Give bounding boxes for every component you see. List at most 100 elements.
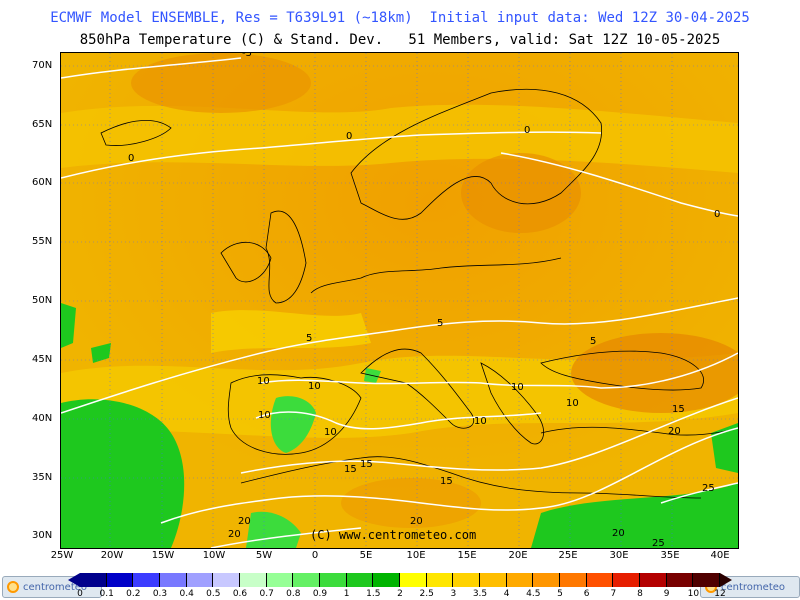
contour-label-0: 0 — [346, 131, 353, 142]
contour-minus5 — [61, 57, 242, 79]
colorbar-label: 0.1 — [99, 589, 114, 599]
colorbar-swatch — [640, 573, 667, 587]
colorbar-label: 5 — [557, 589, 563, 599]
green-region-west — [61, 303, 76, 348]
colorbar-swatch — [320, 573, 347, 587]
contour-label-10: 10 — [566, 398, 579, 409]
colorbar-label: 1.5 — [366, 589, 381, 599]
orange-patch-libya — [341, 478, 481, 528]
green-region-atlantic — [61, 399, 185, 548]
colorbar-label: 0 — [77, 589, 83, 599]
title-line-1: ECMWF Model ENSEMBLE, Res = T639L91 (~18… — [50, 10, 750, 26]
contour-20-b — [210, 527, 362, 548]
colorbar — [80, 573, 721, 587]
colorbar-label: 0.4 — [179, 589, 194, 599]
contour-label-0: 0 — [128, 153, 135, 164]
colorbar-label: 0.8 — [286, 589, 301, 599]
green-patch-1 — [91, 343, 111, 363]
colorbar-swatch — [266, 573, 294, 587]
lon-label: 35E — [660, 550, 680, 561]
logo-text: centrometeo — [721, 581, 786, 593]
north-europe-coast — [310, 257, 562, 294]
title-line-2: 850hPa Temperature (C) & Stand. Dev. 51 … — [79, 32, 721, 48]
contour-0-b — [500, 152, 738, 217]
colorbar-labels: 0 0.1 0.2 0.3 0.4 0.5 0.6 0.7 0.8 0.9 1 1.5 2 2.5 3 3.5… — [77, 589, 726, 600]
orange-patch-blacksea — [571, 333, 738, 413]
colorbar-swatch — [453, 573, 481, 587]
colorbar-swatch — [533, 573, 561, 587]
contour-5-a — [61, 297, 738, 414]
colorbar-swatch — [560, 573, 587, 587]
blacksea-coast — [540, 350, 704, 391]
green-region-egypt — [531, 483, 738, 548]
contour-label-0: 0 — [714, 209, 721, 220]
colorbar-label: 8 — [637, 589, 643, 599]
orange-patch-iceland — [131, 53, 311, 113]
colorbar-label: 12 — [714, 589, 726, 599]
colorbar-swatch — [666, 573, 694, 587]
contour-label-20: 20 — [228, 529, 241, 540]
colorbar-swatch — [480, 573, 507, 587]
italy-coast — [360, 348, 474, 429]
lon-label: 10E — [406, 550, 426, 561]
colorbar-swatch — [293, 573, 321, 587]
colorbar-swatch — [693, 573, 721, 587]
contour-label-10: 10 — [324, 427, 337, 438]
turkey-coast — [540, 426, 738, 436]
contour-10-a — [260, 352, 738, 389]
lon-label: 0 — [311, 550, 319, 561]
lon-label: 40E — [710, 550, 730, 561]
colorbar-swatch — [613, 573, 641, 587]
colorbar-label: 3.5 — [472, 589, 488, 599]
colorbar-label: 9 — [663, 589, 670, 599]
colorbar-label: 7 — [610, 589, 617, 599]
lat-label: 60N — [32, 177, 53, 188]
colorbar-label: 0.2 — [126, 589, 141, 599]
colorbar-label: 0.9 — [312, 589, 328, 599]
logo-text: centrometeo — [23, 581, 88, 593]
colorbar-label: 0.5 — [206, 589, 221, 599]
colorbar-swatch — [426, 573, 454, 587]
contour-label-0: 0 — [524, 125, 531, 136]
lat-label: 45N — [32, 354, 53, 365]
colorbar-label: 0.6 — [232, 589, 248, 599]
lat-label: 30N — [32, 530, 53, 541]
lat-label: 55N — [32, 236, 53, 247]
britain-coast — [265, 210, 307, 304]
colorbar-swatch — [106, 573, 134, 587]
lon-label: 25E — [558, 550, 578, 561]
contour-25-a — [660, 482, 738, 504]
colorbar-swatch — [373, 573, 401, 587]
colorbar-swatch — [506, 573, 534, 587]
contour-label-25: 25 — [652, 538, 665, 549]
contour-label-10: 10 — [308, 381, 321, 392]
map-area[interactable]: 0 0 0 0 5 5 5 -5 10 10 10 10 10 10 10 15… — [60, 52, 739, 549]
colorbar-label: 1 — [343, 589, 350, 599]
contour-label-15: 15 — [344, 464, 357, 475]
colorbar-label: 3 — [450, 589, 457, 599]
lon-label: 5E — [359, 550, 373, 561]
lat-label: 35N — [32, 472, 53, 483]
colorbar-label: 4 — [503, 589, 510, 599]
colorbar-swatch — [80, 573, 107, 587]
colorbar-swatch — [240, 573, 267, 587]
colorbar-label: 2.5 — [419, 589, 434, 599]
contour-label-10: 10 — [511, 382, 524, 393]
contour-label-5: 5 — [437, 318, 444, 329]
contour-label-minus5: -5 — [242, 52, 252, 59]
colorbar-label: 0.3 — [152, 589, 168, 599]
contour-0-a — [61, 131, 602, 179]
lon-label: 25W — [50, 550, 74, 561]
lat-label: 50N — [32, 295, 53, 306]
lon-label: 5W — [255, 550, 273, 561]
lat-label: 70N — [32, 60, 53, 71]
colorbar-arrow-right — [720, 573, 732, 587]
logo-sun-icon — [7, 581, 19, 593]
colorbar-swatch — [586, 573, 614, 587]
iberia-coast — [227, 374, 362, 455]
colorbar-label: 10 — [687, 589, 700, 599]
iceland-coast — [100, 120, 172, 146]
contour-label-15: 15 — [672, 404, 685, 415]
map-svg — [61, 53, 738, 548]
colorbar-label: 0.7 — [259, 589, 274, 599]
